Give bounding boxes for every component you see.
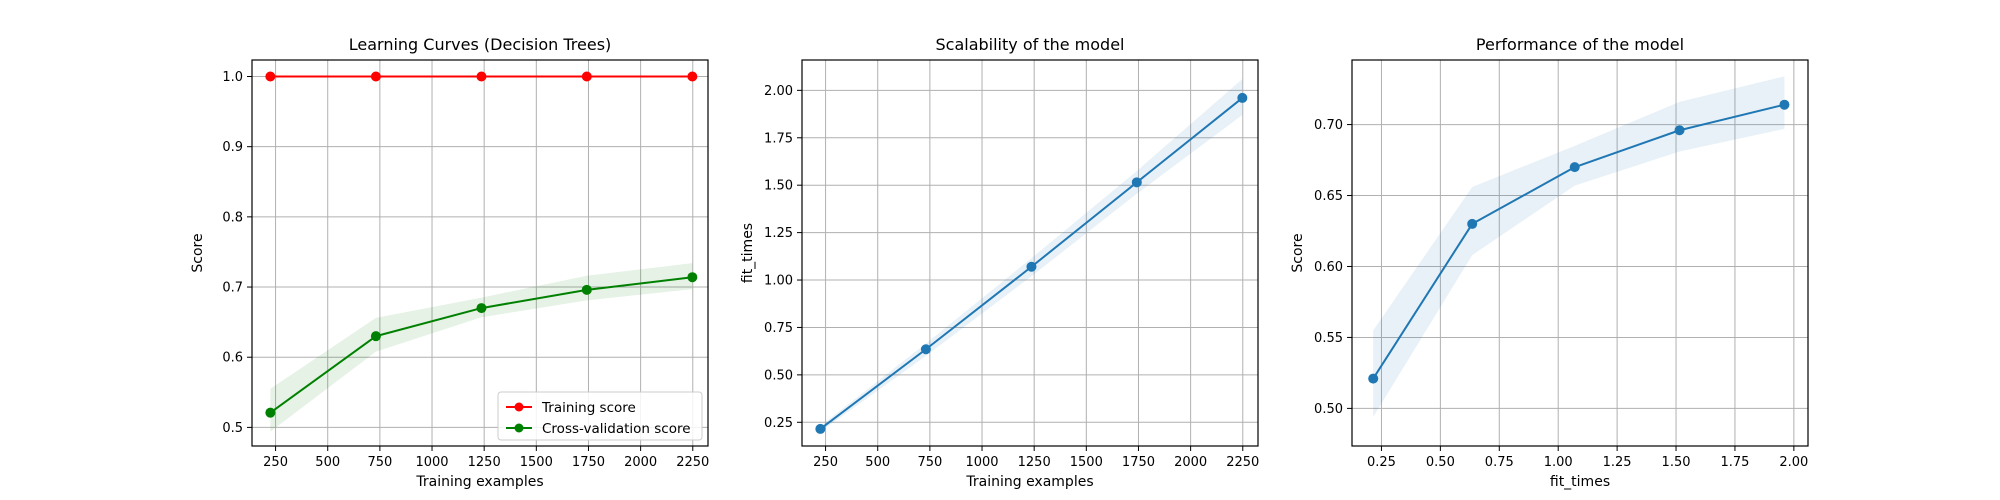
learning-curves-point-1-0 [265,407,276,418]
performance-band-0 [1373,76,1785,417]
learning-curves-point-1-3 [581,284,592,295]
learning-curves-point-1-4 [687,272,698,283]
learning-curves-y-tick-label: 0.6 [222,351,243,366]
performance-x-tick-label: 0.25 [1367,455,1396,470]
learning-curves-x-axis-label: Training examples [415,474,543,490]
learning-curves-x-tick-label: 750 [367,455,392,470]
learning-curves-frame [251,59,709,447]
performance-y-tick-label: 0.60 [1314,260,1343,275]
scalability-y-tick-label: 1.75 [764,131,793,146]
learning-curves-x-tick-label: 250 [263,455,288,470]
learning-curves-point-0-1 [370,71,381,82]
learning-curves-point-0-0 [265,71,276,82]
performance-y-tick-label: 0.70 [1314,118,1343,133]
learning-curves-point-0-4 [687,71,698,82]
performance-title: Performance of the model [1476,35,1684,54]
scalability-x-tick-label: 1750 [1122,455,1155,470]
learning-curves-legend-marker-1 [514,423,524,433]
performance-point-0-2 [1569,162,1580,173]
scalability-y-tick-label: 0.25 [764,416,793,431]
learning-curves-y-tick-label: 1.0 [222,70,243,85]
performance-point-0-3 [1674,125,1685,136]
learning-curves-x-tick-label: 1000 [415,455,448,470]
learning-curves-y-tick-label: 0.9 [222,140,243,155]
scalability-point-0-0 [815,423,826,434]
scalability-x-tick-label: 1000 [965,455,998,470]
learning-curves-legend-label-0: Training score [541,400,636,416]
scalability-chart: 250 500 750 1000 1250 1500 1750 2000 2250 0.25 0.5… [740,35,1259,490]
performance-frame [1351,59,1809,447]
performance-x-tick-label: 0.75 [1485,455,1514,470]
scalability-x-tick-label: 250 [813,455,838,470]
learning-curves-point-1-2 [476,303,487,314]
learning-curves-band-1 [270,263,693,432]
learning-curves-point-0-2 [476,71,487,82]
scalability-point-0-2 [1026,261,1037,272]
learning-curves-x-tick-label: 1750 [572,455,605,470]
scalability-y-tick-label: 1.00 [764,274,793,289]
performance-point-0-4 [1779,99,1790,110]
scalability-point-0-3 [1131,177,1142,188]
learning-curves-legend-box [497,391,703,441]
performance-x-tick-label: 2.00 [1779,455,1808,470]
scalability-x-tick-label: 1250 [1018,455,1051,470]
scalability-y-tick-label: 0.75 [764,321,793,336]
performance-point-0-0 [1368,373,1379,384]
scalability-x-tick-label: 2000 [1174,455,1207,470]
learning-curves-legend-marker-0 [514,402,524,412]
performance-y-axis-label: Score [1290,233,1306,272]
performance-x-tick-label: 1.75 [1720,455,1749,470]
performance-point-0-1 [1467,218,1478,229]
scalability-point-0-1 [920,344,931,355]
performance-y-tick-label: 0.65 [1314,189,1343,204]
learning-curves-point-0-3 [581,71,592,82]
learning-curves-legend-label-1: Cross-validation score [542,421,691,437]
performance-y-tick-label: 0.55 [1314,331,1343,346]
scalability-x-tick-label: 750 [917,455,942,470]
learning-curves-x-tick-label: 2250 [676,455,709,470]
scalability-y-tick-label: 2.00 [764,84,793,99]
scalability-point-0-4 [1237,92,1248,103]
learning-curves-x-tick-label: 1500 [520,455,553,470]
scalability-y-axis-label: fit_times [740,223,756,283]
learning-curves-title: Learning Curves (Decision Trees) [349,35,612,54]
scalability-x-tick-label: 1500 [1070,455,1103,470]
performance-x-tick-label: 1.25 [1603,455,1632,470]
scalability-y-tick-label: 0.50 [764,368,793,383]
learning-curves-x-tick-label: 500 [315,455,340,470]
scalability-x-axis-label: Training examples [965,474,1093,490]
scalability-y-tick-label: 1.25 [764,226,793,241]
performance-x-tick-label: 1.50 [1662,455,1691,470]
performance-chart: 0.25 0.50 0.75 1.00 1.25 1.50 1.75 2.00 0.50 0.55… [1290,35,1809,490]
learning-curves-point-1-1 [370,331,381,342]
performance-y-tick-label: 0.50 [1314,402,1343,417]
learning-curves-x-tick-label: 2000 [624,455,657,470]
scalability-x-tick-label: 500 [865,455,890,470]
learning-curves-y-axis-label: Score [190,233,206,272]
scalability-frame [801,59,1259,447]
learning-curves-y-tick-label: 0.5 [222,421,243,436]
scalability-x-tick-label: 2250 [1226,455,1259,470]
learning-curves-x-tick-label: 1250 [468,455,501,470]
plots: 250 500 750 1000 1250 1500 1750 2000 22500.50.60… [190,35,1809,490]
scalability-title: Scalability of the model [936,35,1125,54]
performance-x-axis-label: fit_times [1550,474,1610,490]
learning-curves-y-tick-label: 0.7 [222,281,243,296]
scalability-y-tick-label: 1.50 [764,179,793,194]
performance-x-tick-label: 0.50 [1426,455,1455,470]
performance-x-tick-label: 1.00 [1544,455,1573,470]
learning-curves-chart: 250 500 750 1000 1250 1500 1750 2000 2250 0.5 0.6 0… [190,35,709,490]
learning-curves-y-tick-label: 0.8 [222,210,243,225]
learning-curves-legend: Training score Cross-validation score [497,391,703,441]
